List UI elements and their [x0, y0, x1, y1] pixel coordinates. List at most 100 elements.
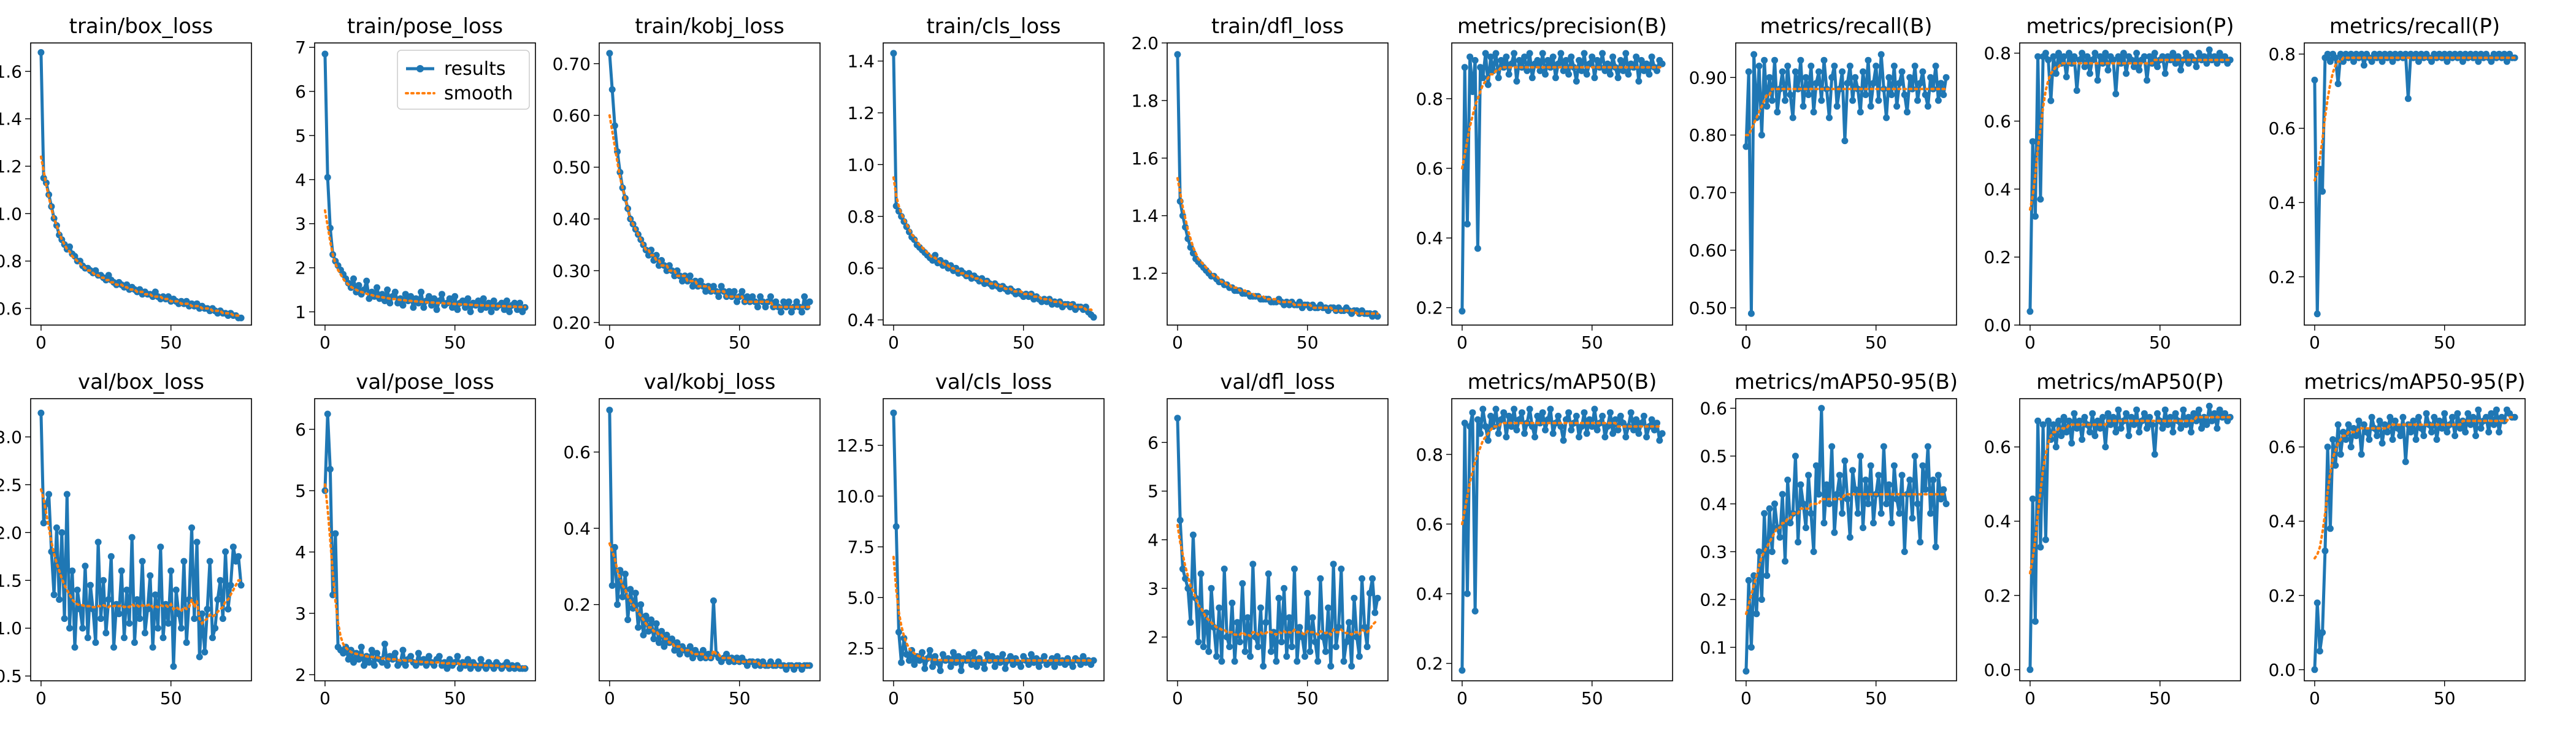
results-point [736, 293, 743, 301]
x-tick-label: 50 [2434, 332, 2456, 353]
results-point [2501, 417, 2508, 424]
results-point [2389, 436, 2396, 443]
results-point [1620, 420, 1627, 427]
results-point [2164, 421, 2171, 428]
results-point [1763, 102, 1771, 110]
results-point [650, 635, 657, 643]
results-point [2441, 410, 2448, 417]
results-point [738, 288, 746, 295]
results-point [2423, 410, 2430, 417]
results-point [663, 631, 670, 638]
results-point [890, 50, 897, 57]
results-point [386, 299, 394, 307]
y-tick-label: 0.50 [1689, 298, 1727, 318]
results-point [2462, 429, 2469, 435]
y-tick-label: 1.5 [0, 570, 22, 591]
subplot-title: train/dfl_loss [1211, 14, 1344, 39]
y-tick-label: 0.8 [1416, 89, 1443, 109]
results-point [1296, 624, 1303, 631]
results-point [1319, 634, 1327, 641]
results-point [100, 577, 107, 584]
results-point [2182, 50, 2190, 57]
results-point [2425, 421, 2432, 428]
results-point [686, 272, 694, 280]
results-point [2034, 417, 2042, 424]
results-point [2174, 417, 2182, 424]
y-tick-label: 0.6 [847, 258, 875, 278]
results-point [2342, 436, 2350, 443]
results-point [391, 650, 399, 657]
results-point [1487, 412, 1494, 420]
results-point [66, 624, 73, 632]
results-point [2477, 424, 2485, 432]
results-point [1877, 510, 1885, 517]
results-point [123, 586, 131, 594]
y-tick-label: 6 [295, 82, 306, 102]
results-point [2379, 440, 2386, 447]
results-point [1366, 589, 1373, 597]
subplot-metrics-precision-p: metrics/precision(P) 0 50 0.0 0.2 0.4 0.6 0.8 [1984, 14, 2241, 353]
results-point [2052, 70, 2060, 77]
y-tick-label: 3 [1148, 578, 1159, 599]
results-point [1742, 667, 1750, 675]
results-point [2436, 417, 2443, 424]
plot-frame [314, 398, 536, 681]
results-point [2459, 58, 2466, 65]
results-point [2324, 50, 2331, 58]
results-point [84, 634, 91, 642]
results-point [1800, 500, 1807, 507]
results-point [2483, 413, 2490, 421]
results-point [1208, 585, 1215, 592]
results-point [1795, 539, 1802, 546]
results-point [1283, 653, 1290, 660]
results-point [1622, 434, 1630, 440]
results-point [1471, 607, 1479, 615]
results-point [443, 665, 451, 672]
results-point [2493, 406, 2500, 413]
results-point [449, 304, 456, 311]
results-point [1236, 638, 1244, 646]
results-point [1484, 437, 1492, 444]
results-point [2071, 53, 2078, 60]
results-point [2511, 413, 2518, 421]
results-point [1281, 585, 1288, 592]
results-point [1901, 91, 1908, 98]
results-point [1531, 434, 1538, 440]
results-point [1528, 74, 1536, 82]
results-point [2379, 58, 2386, 65]
y-tick-label: 5 [1148, 481, 1159, 502]
y-tick-label: 1.2 [0, 156, 22, 177]
results-point [1516, 416, 1523, 423]
results-point [454, 653, 461, 660]
results-point [1839, 68, 1846, 75]
results-point [2313, 310, 2321, 318]
results-point [1562, 416, 1570, 423]
results-point [1828, 74, 1836, 81]
results-point [2185, 413, 2192, 421]
results-point [2415, 58, 2422, 65]
results-point [1306, 648, 1314, 655]
results-point [2311, 77, 2318, 83]
results-point [50, 591, 58, 599]
results-point [2201, 413, 2208, 421]
results-point [2081, 413, 2088, 421]
results-point [1205, 648, 1213, 655]
results-point [2381, 421, 2388, 428]
results-point [188, 524, 196, 531]
results-point [1557, 423, 1565, 430]
results-point [1549, 430, 1557, 437]
results-point [1761, 510, 1768, 517]
results-point [2115, 53, 2122, 60]
results-point [2037, 543, 2044, 551]
results-point [2208, 417, 2215, 424]
results-point [973, 663, 980, 670]
results-point [1257, 604, 1264, 611]
results-point [1635, 430, 1643, 437]
results-point [2503, 58, 2510, 65]
results-point [1779, 68, 1786, 75]
legend-results-label: results [444, 58, 506, 80]
results-point [1249, 561, 1257, 568]
results-point [1077, 661, 1084, 668]
results-point [1518, 409, 1525, 416]
subplot-title: train/pose_loss [347, 14, 503, 39]
